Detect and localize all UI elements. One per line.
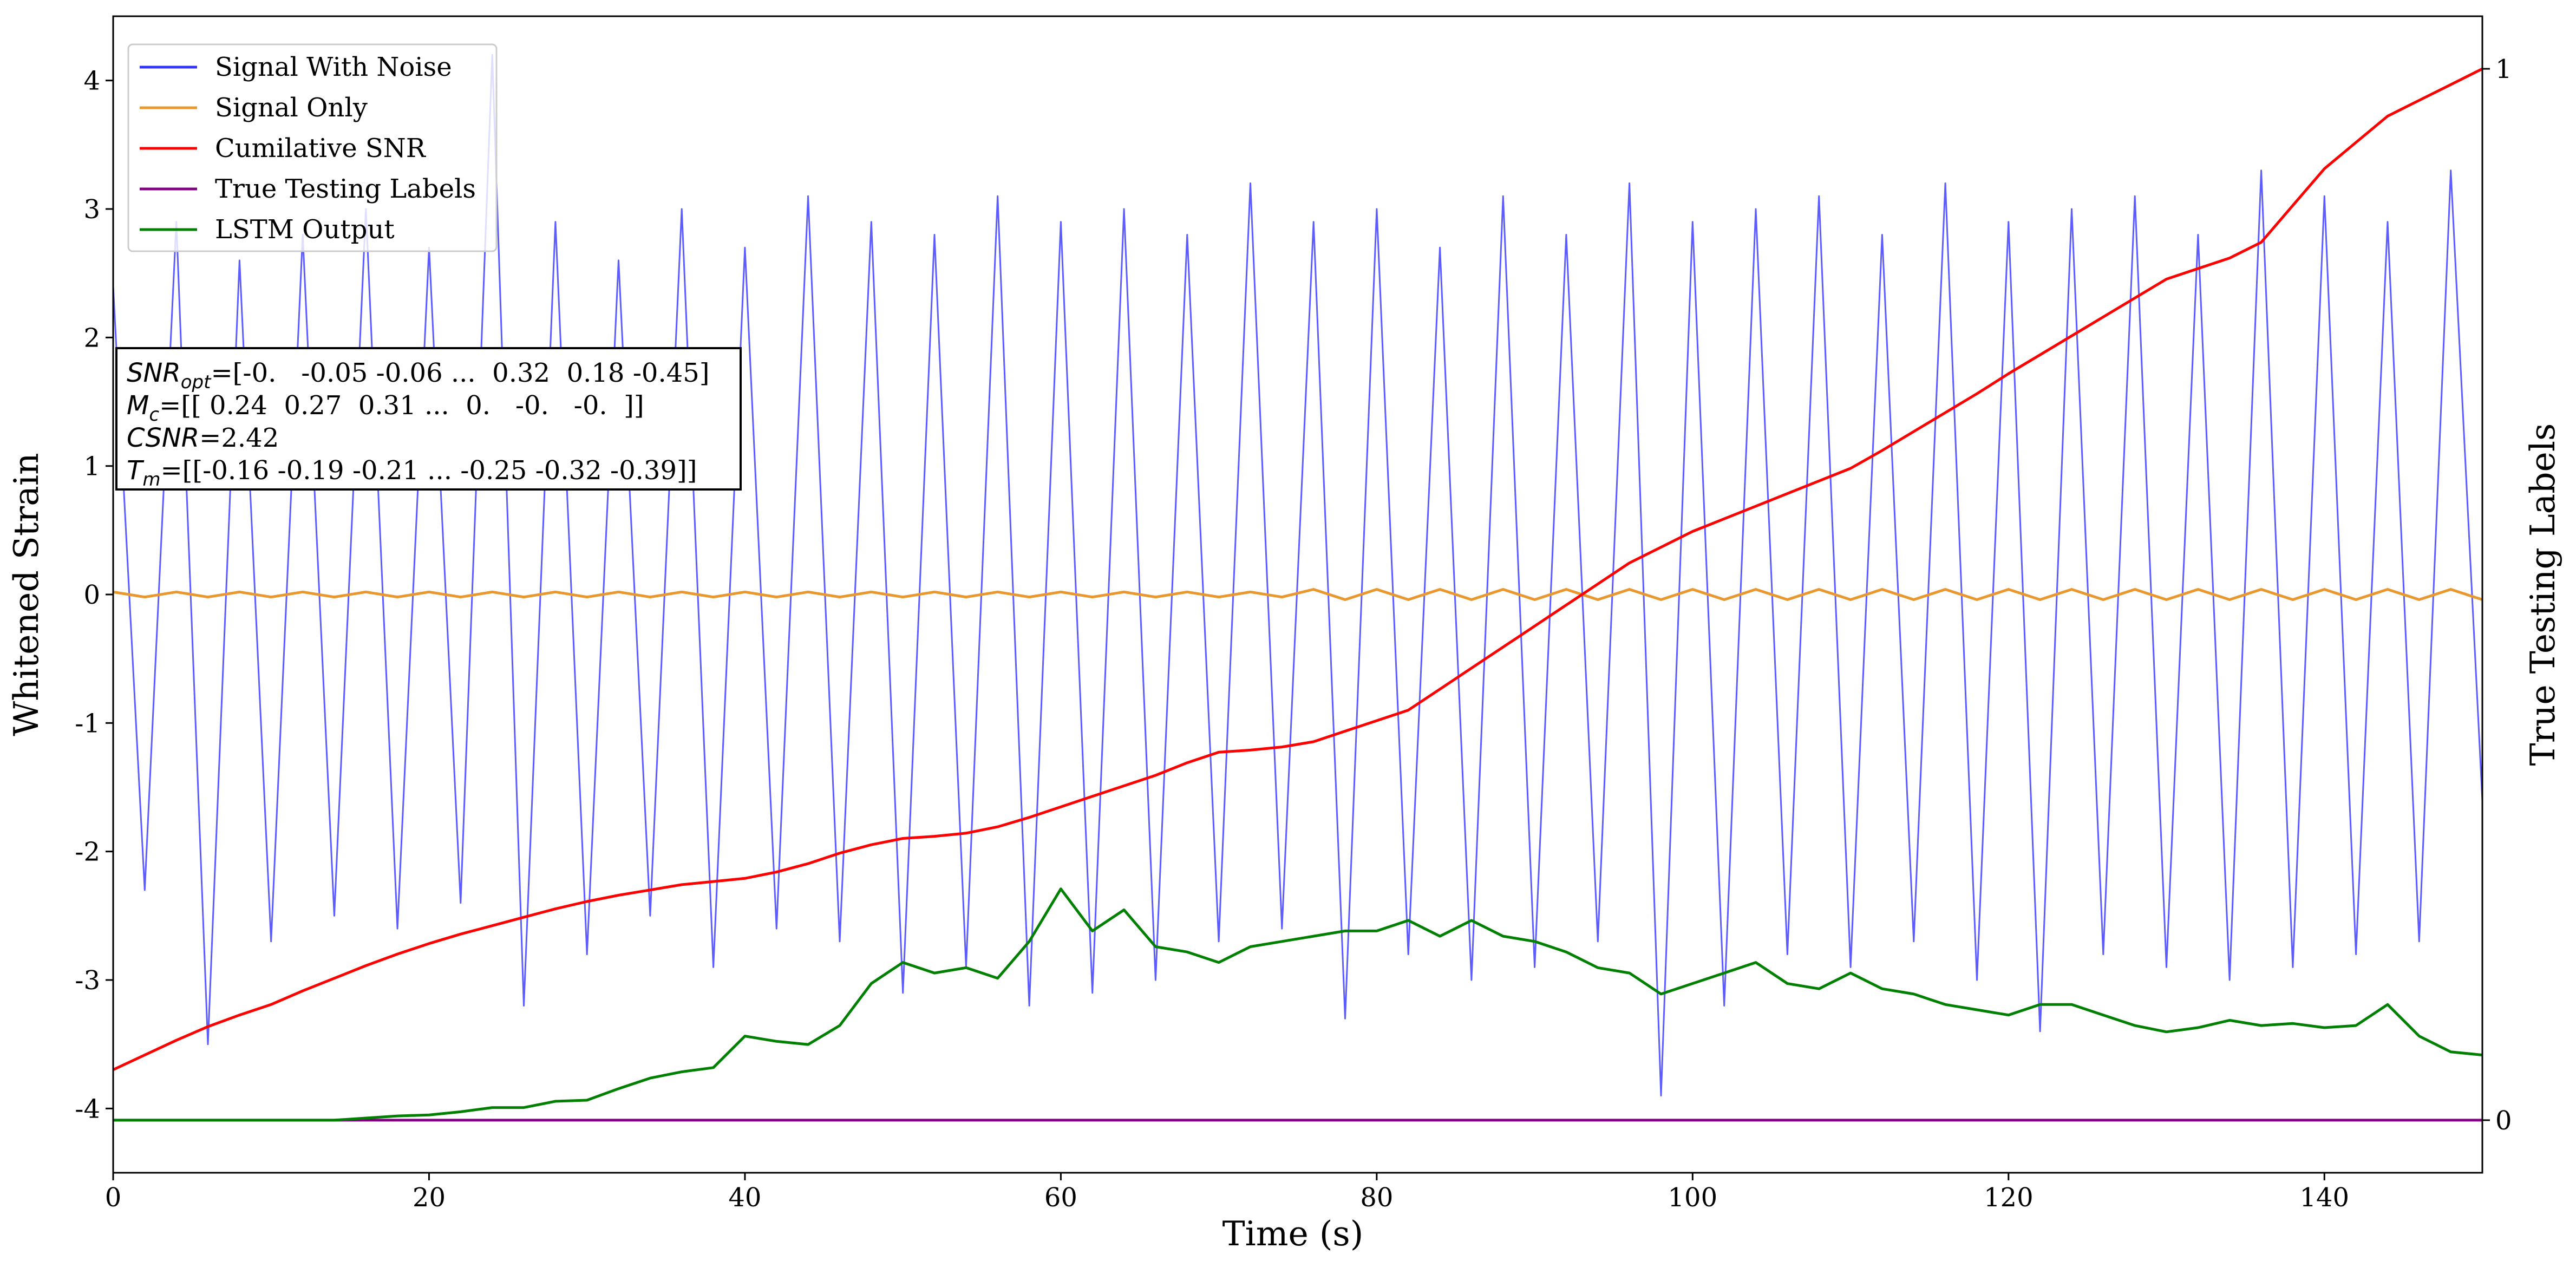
annotation-text: =[-0. -0.05 -0.06 ... 0.32 0.18 -0.45] [211,358,709,388]
x-tick-label: 120 [1984,1182,2034,1213]
y-tick-label: 2 [83,323,100,353]
x-tick-label: 60 [1044,1182,1077,1213]
legend-label: Signal Only [215,93,368,123]
y-tick-label: 0 [83,580,100,610]
x-tick-label: 140 [2299,1182,2349,1213]
legend-label: Cumilative SNR [215,133,427,164]
annotation-text: =2.42 [199,423,279,453]
x-tick-label: 100 [1668,1182,1718,1213]
annotation-symbol: CSNR [127,423,199,453]
annotation-symbol: M [127,390,149,421]
x-tick-label: 80 [1360,1182,1393,1213]
legend-box [127,43,498,252]
annotation-text: =[[-0.16 -0.19 -0.21 ... -0.25 -0.32 -0.… [160,455,697,486]
x-tick-label: 20 [413,1182,446,1213]
annotation-line: Tm=[[-0.16 -0.19 -0.21 ... -0.25 -0.32 -… [127,455,697,491]
y-tick-label: 1 [83,452,100,482]
x-tick-label: 40 [728,1182,761,1213]
annotation-line: CSNR=2.42 [127,423,279,453]
annotation-text: =[[ 0.24 0.27 0.31 ... 0. -0. -0. ]] [159,390,644,421]
legend-label: LSTM Output [215,214,395,245]
annotation-subscript: c [149,404,159,426]
y-tick-label: 3 [83,194,100,225]
annotation-line: Mc=[[ 0.24 0.27 0.31 ... 0. -0. -0. ]] [127,390,644,426]
y-tick-label: -1 [75,708,100,739]
annotation-box [115,347,742,491]
y-tick-label: -2 [75,837,100,867]
annotation-subscript: m [142,469,160,491]
x-axis-label: Time (s) [1222,1214,1364,1253]
series-line [113,887,2482,1122]
y-tick-label: -3 [75,965,100,996]
y2-tick-label: 1 [2495,54,2512,84]
y-tick-label: 4 [83,66,100,96]
y-tick-label: -4 [75,1094,100,1124]
y2-axis-label: True Testing Labels [2523,423,2562,766]
plot-area [113,54,2482,1122]
annotation-subscript: opt [181,371,212,393]
series-line [113,54,2482,1097]
y2-tick-label: 0 [2495,1106,2512,1136]
annotation-symbol: T [127,455,145,486]
legend-label: True Testing Labels [215,174,476,204]
legend-label: Signal With Noise [215,52,452,82]
series-line [113,67,2482,1071]
y-axis-label: Whitened Strain [6,453,46,736]
series-line [113,588,2482,601]
x-tick-label: 0 [105,1182,122,1213]
annotation-line: SNRopt=[-0. -0.05 -0.06 ... 0.32 0.18 -0… [127,358,710,393]
annotation-symbol: SNR [127,358,181,388]
